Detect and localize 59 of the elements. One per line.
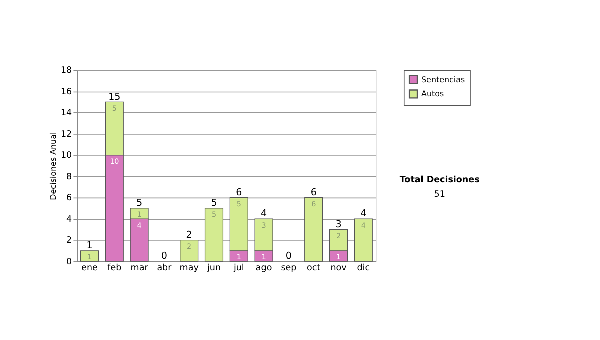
data-label: 1 bbox=[262, 252, 266, 262]
data-label: 4 bbox=[137, 220, 142, 230]
y-tick-label: 0 bbox=[66, 257, 72, 268]
x-tick-label: oct bbox=[307, 264, 322, 274]
x-tick-label: ene bbox=[82, 264, 98, 274]
data-label: 2 bbox=[336, 231, 342, 240]
text: Total Decisiones bbox=[400, 176, 480, 186]
total-label: 3 bbox=[336, 219, 342, 230]
total-label: 0 bbox=[286, 251, 292, 262]
total-label: 4 bbox=[360, 208, 367, 220]
total-label: 2 bbox=[186, 230, 192, 241]
data-label: 5 bbox=[212, 210, 217, 220]
data-label: 1 bbox=[137, 210, 142, 220]
legend-label: Autos bbox=[422, 90, 444, 99]
bar bbox=[80, 250, 100, 262]
x-tick-label: ago bbox=[256, 264, 272, 274]
y-tick-label: 4 bbox=[66, 214, 73, 225]
data-label: 4 bbox=[361, 220, 366, 230]
total-label: 0 bbox=[161, 251, 168, 262]
y-tick-label: 6 bbox=[66, 194, 73, 204]
total-label: 4 bbox=[261, 208, 268, 220]
bar bbox=[204, 208, 224, 262]
data-label: 5 bbox=[112, 104, 117, 113]
text: 51 bbox=[434, 190, 446, 200]
y-tick-label: 14 bbox=[60, 108, 73, 119]
total-label: 5 bbox=[136, 198, 143, 210]
total-label: 6 bbox=[310, 187, 317, 198]
x-tick-label: dic bbox=[357, 264, 370, 274]
data-label: 1 bbox=[336, 252, 342, 262]
x-tick-label: sep bbox=[281, 264, 298, 274]
total-label: 6 bbox=[236, 187, 242, 198]
x-tick-label: abr bbox=[157, 264, 172, 274]
total-label: 1 bbox=[86, 240, 93, 252]
y-tick-label: 2 bbox=[66, 236, 72, 246]
total-label: 5 bbox=[211, 198, 218, 210]
data-label: 6 bbox=[312, 200, 317, 209]
bar bbox=[304, 197, 324, 262]
data-label: 3 bbox=[262, 220, 266, 230]
y-axis-title: Decisiones Anual bbox=[49, 132, 58, 200]
x-tick-label: jul bbox=[232, 264, 244, 274]
x-tick-label: feb bbox=[108, 264, 122, 274]
legend-label: Sentencias bbox=[422, 75, 466, 84]
total-label: 15 bbox=[108, 92, 121, 103]
bar bbox=[180, 240, 199, 262]
bar bbox=[354, 218, 373, 262]
x-tick-label: may bbox=[180, 264, 199, 274]
y-tick-label: 18 bbox=[60, 66, 72, 76]
x-tick-label: jun bbox=[206, 264, 222, 274]
x-tick-label: nov bbox=[330, 264, 347, 274]
y-tick-label: 10 bbox=[60, 151, 72, 162]
data-label: 2 bbox=[187, 242, 192, 252]
y-tick-label: 16 bbox=[60, 87, 73, 98]
data-label: 1 bbox=[236, 252, 242, 262]
data-label: 10 bbox=[110, 157, 120, 166]
x-tick-label: mar bbox=[130, 264, 149, 274]
y-tick-label: 12 bbox=[60, 130, 72, 140]
data-label: 5 bbox=[236, 200, 242, 209]
y-tick-label: 8 bbox=[66, 172, 72, 182]
data-label: 1 bbox=[87, 252, 92, 262]
